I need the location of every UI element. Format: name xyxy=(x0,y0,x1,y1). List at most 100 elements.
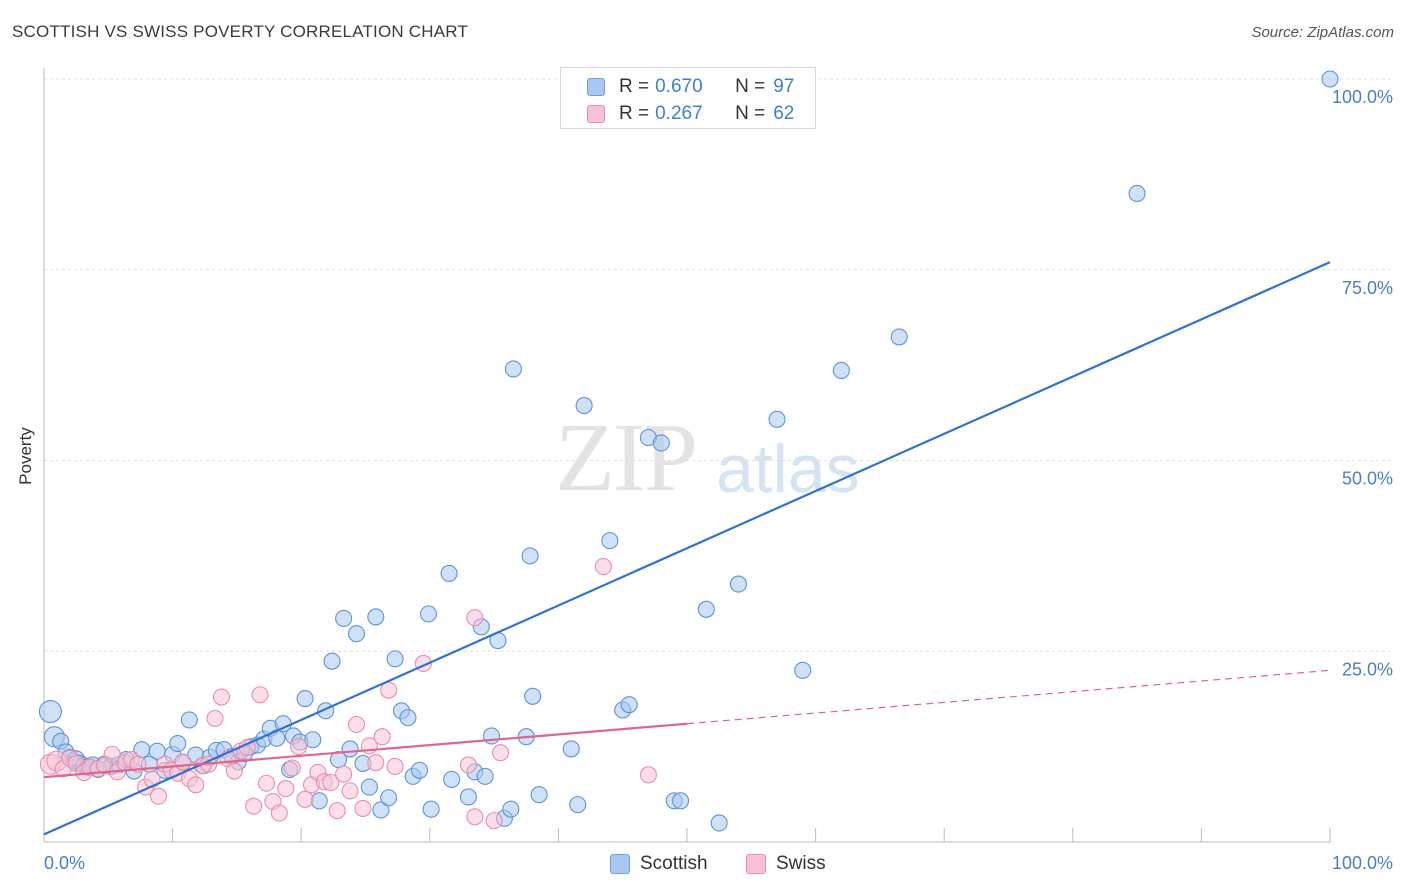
point-scottish xyxy=(380,789,398,807)
point-swiss xyxy=(322,773,340,792)
point-scottish xyxy=(601,532,619,550)
point-scottish xyxy=(530,786,548,804)
point-swiss xyxy=(491,744,510,762)
point-scottish xyxy=(386,650,404,668)
point-scottish xyxy=(1128,184,1146,202)
x-tick-label: 100.0% xyxy=(1332,853,1393,873)
point-scottish xyxy=(399,709,417,727)
point-scottish xyxy=(832,361,850,380)
point-scottish xyxy=(476,767,494,785)
legend-item-scottish[interactable]: Scottish xyxy=(610,851,708,877)
point-swiss xyxy=(367,754,385,772)
stats-row-scottish: R = 0.670 N = 97 xyxy=(587,75,794,99)
point-scottish xyxy=(890,328,908,346)
x-tick-label: 0.0% xyxy=(44,853,85,873)
point-swiss xyxy=(386,757,404,776)
legend-label-swiss: Swiss xyxy=(776,853,826,874)
point-swiss xyxy=(257,774,276,792)
point-scottish xyxy=(347,625,366,643)
point-scottish xyxy=(620,696,638,714)
point-swiss xyxy=(277,780,295,798)
point-swiss xyxy=(251,686,269,704)
point-swiss xyxy=(143,770,161,788)
legend-item-swiss[interactable]: Swiss xyxy=(746,851,826,877)
point-scottish xyxy=(652,434,670,452)
point-swiss xyxy=(149,787,168,805)
y-tick-label: 50.0% xyxy=(1342,469,1393,489)
point-scottish xyxy=(310,792,328,810)
point-scottish xyxy=(372,801,390,819)
point-swiss xyxy=(296,790,314,808)
point-swiss xyxy=(174,753,192,771)
point-scottish xyxy=(521,547,539,565)
point-scottish xyxy=(562,740,580,758)
point-scottish xyxy=(524,687,542,705)
point-scottish xyxy=(482,727,501,745)
point-scottish xyxy=(502,800,520,818)
point-swiss xyxy=(459,756,477,774)
trendline-extension-swiss xyxy=(686,669,1331,725)
stats-row-swiss: R = 0.267 N = 62 xyxy=(587,102,794,126)
point-scottish xyxy=(180,711,198,729)
stats-r-value: 0.670 xyxy=(655,76,703,97)
point-swiss xyxy=(245,797,263,815)
point-scottish xyxy=(794,661,812,679)
source-note: Source: ZipAtlas.com xyxy=(1251,24,1394,41)
point-scottish xyxy=(341,740,359,758)
point-scottish xyxy=(360,778,378,796)
y-tick-label: 25.0% xyxy=(1342,659,1393,679)
stats-r-value: 0.267 xyxy=(655,103,703,124)
watermark-zip: ZIP xyxy=(555,404,698,512)
point-scottish xyxy=(323,652,341,670)
point-scottish xyxy=(410,761,429,779)
trendline-scottish xyxy=(43,261,1331,836)
point-swiss xyxy=(466,808,484,826)
point-swiss xyxy=(354,799,372,817)
stats-swatch-scottish xyxy=(587,78,605,96)
point-scottish xyxy=(569,796,587,814)
stats-box: R = 0.670 N = 97 R = 0.267 N = 62 xyxy=(560,67,816,129)
stats-n-value: 62 xyxy=(773,103,795,124)
point-scottish xyxy=(504,360,522,378)
point-swiss xyxy=(373,728,391,746)
stats-n-label: N = xyxy=(735,103,766,124)
y-tick-label: 75.0% xyxy=(1342,278,1393,298)
point-swiss xyxy=(206,709,224,727)
stats-swatch-swiss xyxy=(587,105,605,123)
point-scottish xyxy=(304,731,322,749)
stats-r-label: R = xyxy=(619,76,650,97)
legend-swatch-swiss xyxy=(746,854,766,874)
legend-swatch-scottish xyxy=(610,854,630,874)
point-scottish xyxy=(697,600,715,618)
point-scottish xyxy=(1321,70,1339,88)
point-scottish xyxy=(768,410,786,428)
point-scottish xyxy=(38,699,62,724)
point-scottish xyxy=(575,397,593,415)
point-scottish xyxy=(729,575,747,593)
point-swiss xyxy=(328,802,346,820)
point-scottish xyxy=(422,800,440,818)
stats-n-value: 97 xyxy=(773,76,795,97)
point-swiss xyxy=(187,776,205,794)
point-scottish xyxy=(459,788,477,806)
point-scottish xyxy=(296,690,314,708)
point-swiss xyxy=(485,812,503,830)
point-scottish xyxy=(419,605,438,623)
stats-r-label: R = xyxy=(619,103,650,124)
point-scottish xyxy=(440,564,458,582)
point-scottish xyxy=(672,792,690,810)
point-scottish xyxy=(710,814,728,832)
point-swiss xyxy=(639,766,657,784)
point-scottish xyxy=(443,770,461,788)
point-swiss xyxy=(103,745,121,763)
point-swiss xyxy=(335,765,353,783)
point-swiss xyxy=(212,688,231,706)
watermark-atlas: atlas xyxy=(716,431,860,507)
trendline-swiss xyxy=(43,722,688,779)
point-swiss xyxy=(290,738,308,756)
point-scottish xyxy=(367,608,385,626)
point-swiss xyxy=(466,609,484,627)
point-swiss xyxy=(341,782,359,800)
point-swiss xyxy=(594,558,612,576)
